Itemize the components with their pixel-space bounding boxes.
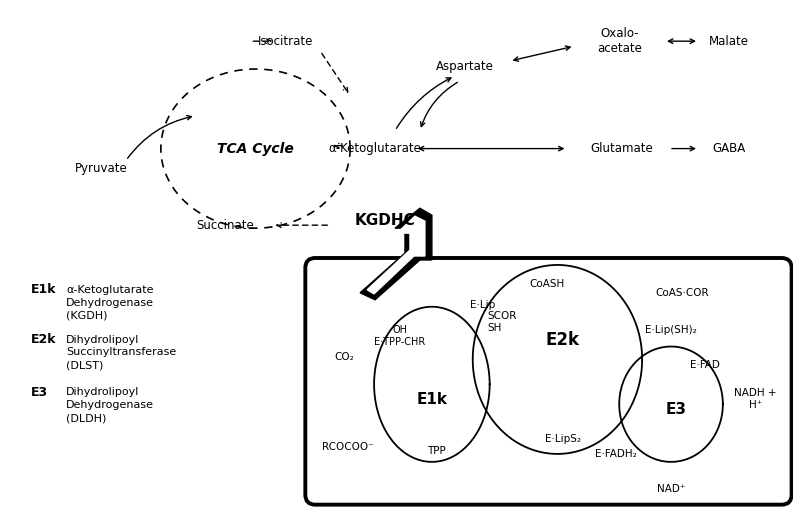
Text: α-Ketoglutarate: α-Ketoglutarate [66,285,154,295]
Text: Oxalo-
acetate: Oxalo- acetate [597,27,642,55]
Text: Dehydrogenase: Dehydrogenase [66,400,154,410]
Text: Dihydrolipoyl: Dihydrolipoyl [66,334,140,345]
Text: SH: SH [488,323,502,332]
Text: E1k: E1k [31,283,57,297]
Text: Succinyltransferase: Succinyltransferase [66,347,176,358]
Text: CoASH: CoASH [530,279,565,289]
Text: E3: E3 [31,386,48,399]
Text: SCOR: SCOR [488,311,517,321]
Text: Isocitrate: Isocitrate [258,35,313,48]
Text: TPP: TPP [427,446,446,456]
Text: (DLDH): (DLDH) [66,413,106,423]
Text: E2k: E2k [545,330,580,348]
Text: E·LipS₂: E·LipS₂ [545,434,581,444]
Text: Aspartate: Aspartate [436,60,494,72]
Text: E·TPP-CHR: E·TPP-CHR [374,337,426,347]
Text: Succinate: Succinate [197,219,254,232]
Text: CO₂: CO₂ [334,352,354,363]
Text: Malate: Malate [709,35,749,48]
Text: E·FADH₂: E·FADH₂ [596,449,637,459]
Text: NAD⁺: NAD⁺ [657,484,685,494]
Text: E1k: E1k [416,392,447,407]
FancyBboxPatch shape [306,258,792,505]
Text: TCA Cycle: TCA Cycle [217,142,294,155]
Text: Dihydrolipoyl: Dihydrolipoyl [66,387,140,397]
Text: E·FAD: E·FAD [690,361,720,370]
Text: NADH +
H⁺: NADH + H⁺ [734,388,777,410]
Text: Dehydrogenase: Dehydrogenase [66,298,154,308]
Text: E·Lip(SH)₂: E·Lip(SH)₂ [646,325,697,334]
Text: OH: OH [392,325,407,334]
Text: (DLST): (DLST) [66,361,103,370]
Text: α-Ketoglutarate: α-Ketoglutarate [329,142,422,155]
Polygon shape [367,216,425,294]
Text: E2k: E2k [31,333,57,346]
Text: KGDHC: KGDHC [355,213,415,228]
Text: E·Lip: E·Lip [470,300,495,310]
Text: (KGDH): (KGDH) [66,311,108,321]
Text: E3: E3 [665,402,687,417]
Text: RCOCOO⁻: RCOCOO⁻ [322,442,374,452]
Polygon shape [360,208,432,300]
Text: CoAS·COR: CoAS·COR [655,288,709,298]
Text: Glutamate: Glutamate [591,142,653,155]
Text: GABA: GABA [712,142,746,155]
Text: Pyruvate: Pyruvate [75,162,127,175]
